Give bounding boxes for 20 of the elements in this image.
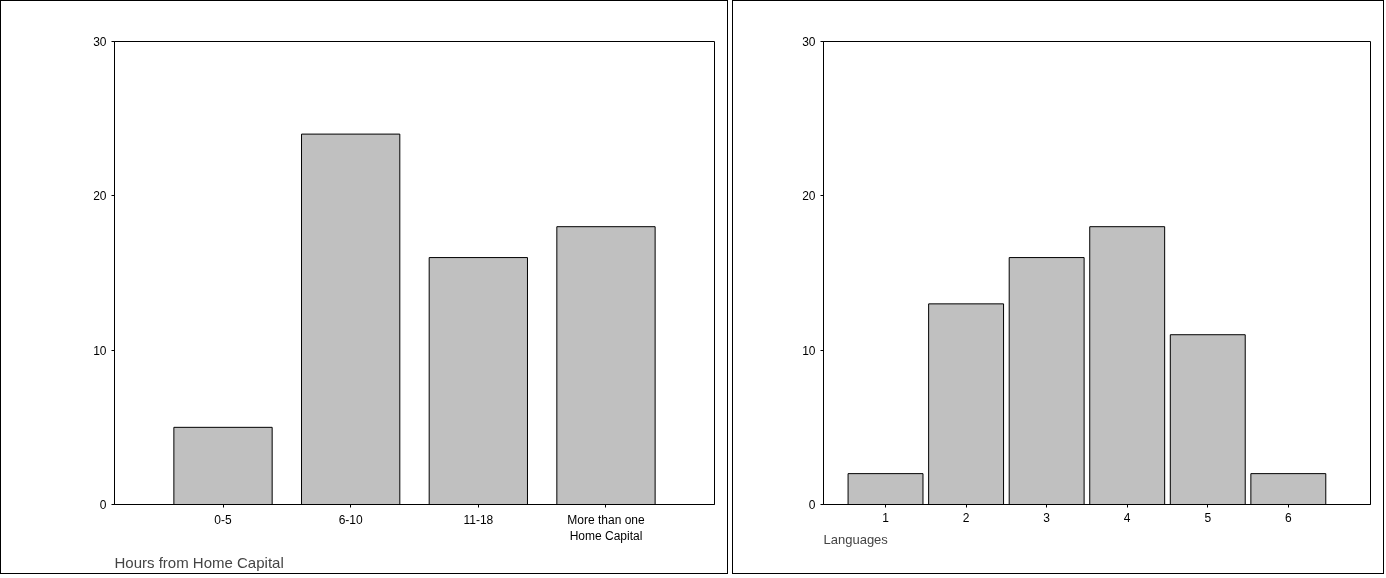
x-tick-label: 6 bbox=[1284, 510, 1292, 525]
y-tick-label: 20 bbox=[802, 189, 816, 204]
x-tick-label: 1 bbox=[882, 510, 890, 525]
x-tick-label: 5 bbox=[1204, 510, 1212, 525]
x-tick-label: 3 bbox=[1043, 510, 1051, 525]
x-axis-title: Hours from Home Capital bbox=[114, 553, 284, 571]
x-tick-label: More than one Home Capital bbox=[567, 512, 646, 544]
x-tick-label: 6-10 bbox=[338, 512, 364, 527]
y-tick-label: 30 bbox=[93, 35, 107, 49]
y-tick-label: 20 bbox=[93, 189, 107, 204]
y-tick-label: 10 bbox=[802, 343, 816, 358]
x-tick-label: 11-18 bbox=[463, 512, 494, 527]
y-tick-label: 30 bbox=[802, 35, 816, 49]
x-tick-label: 4 bbox=[1123, 510, 1131, 525]
y-tick-label: 10 bbox=[93, 343, 107, 358]
y-tick-label: 0 bbox=[99, 498, 107, 512]
x-axis-title: Languages bbox=[823, 531, 889, 547]
x-tick-label: 2 bbox=[962, 510, 970, 525]
x-tick-label: 0-5 bbox=[214, 512, 233, 527]
y-tick-label: 0 bbox=[808, 498, 816, 512]
